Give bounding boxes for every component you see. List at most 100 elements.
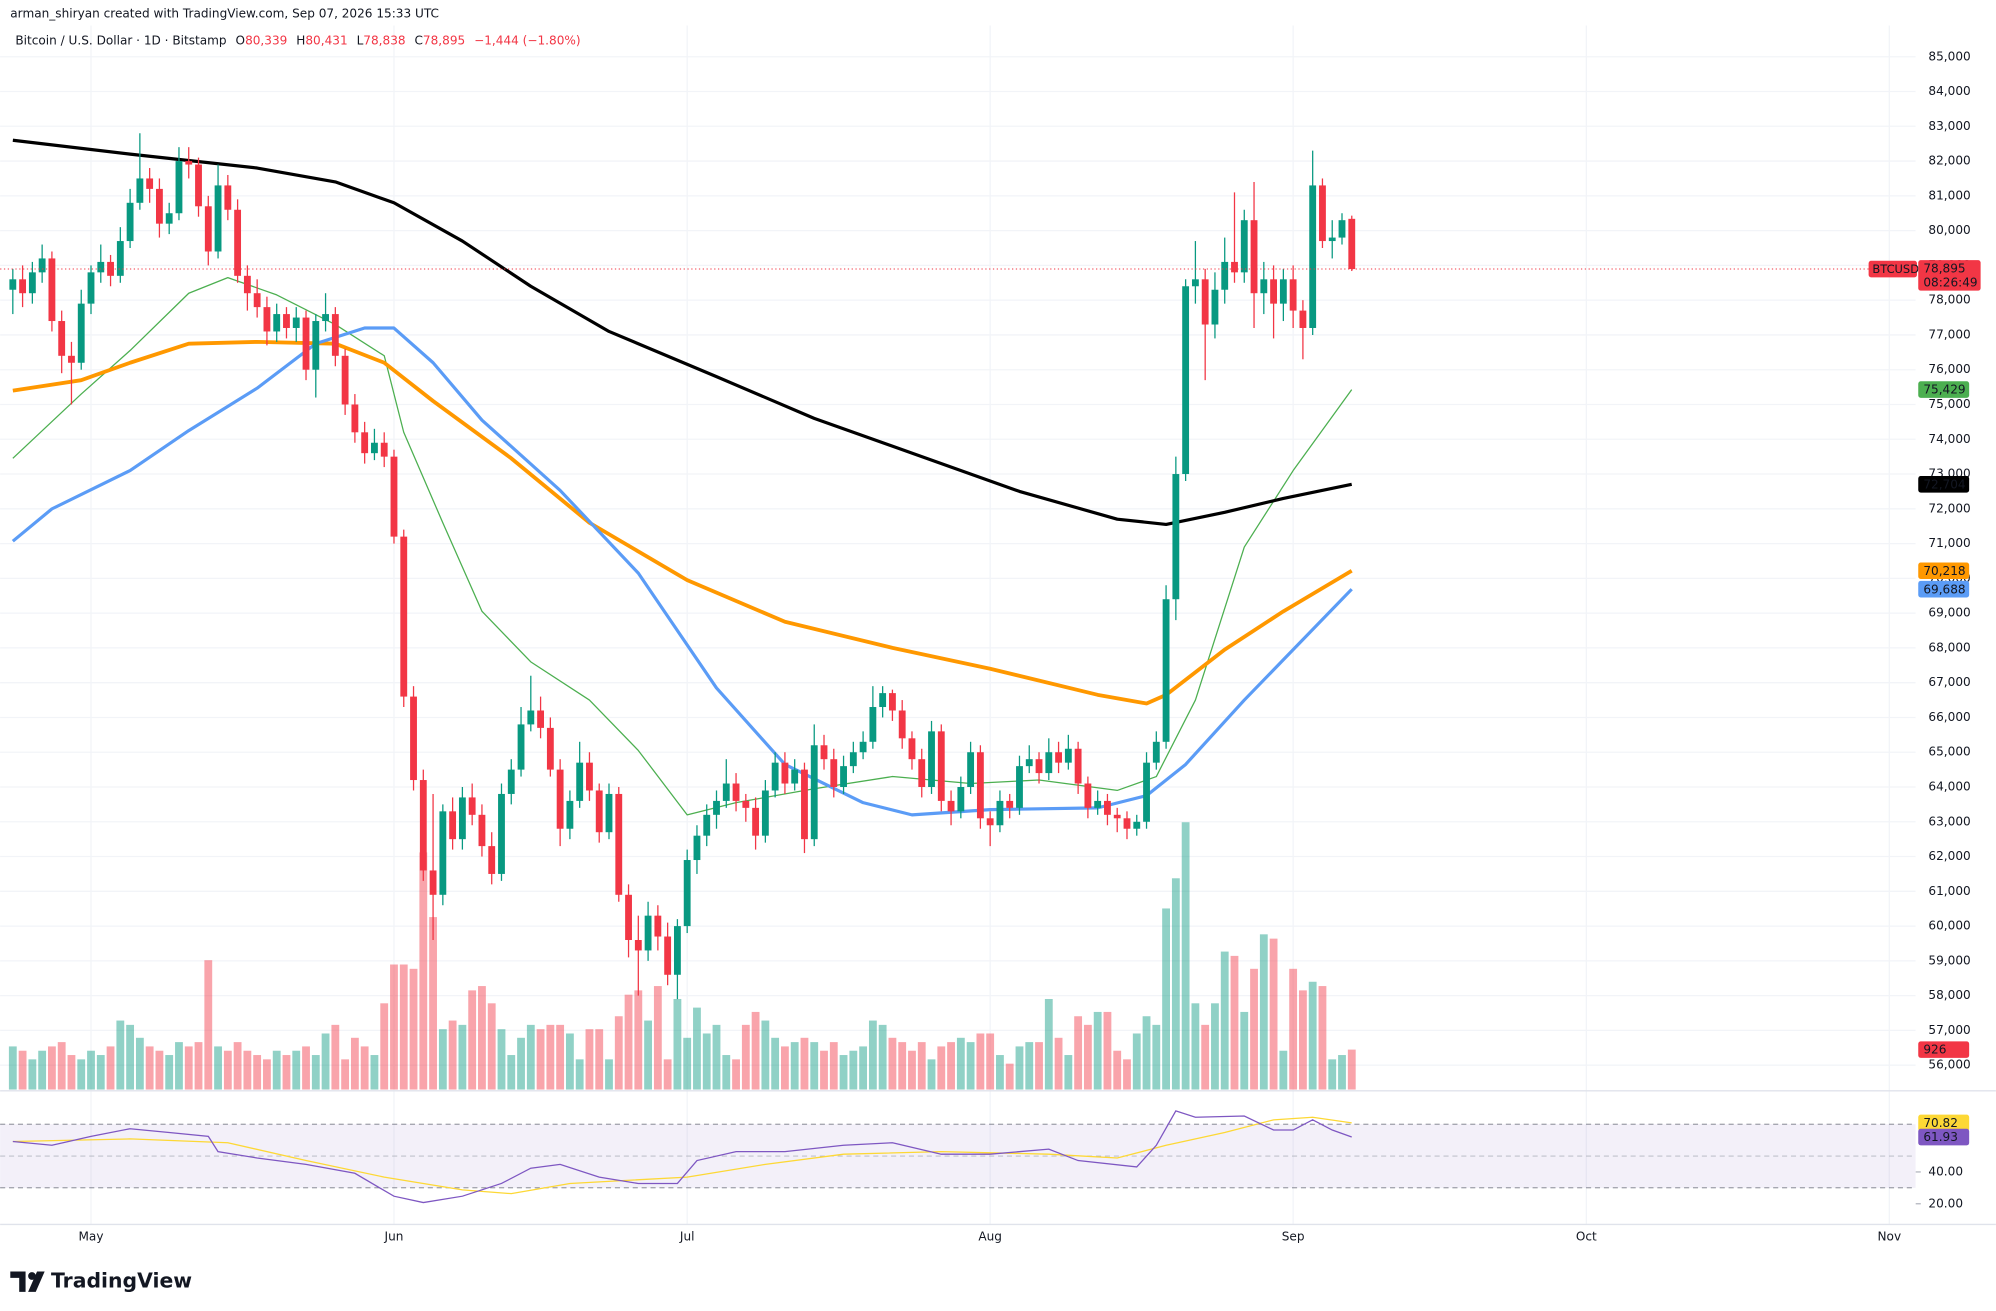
volume-bar bbox=[1259, 934, 1268, 1090]
symbol-tag: BTCUSD bbox=[1872, 262, 1919, 276]
volume-bar bbox=[878, 1024, 887, 1090]
volume-bar bbox=[8, 1046, 17, 1090]
volume-bar bbox=[155, 1050, 164, 1090]
volume-bar bbox=[1230, 955, 1239, 1090]
candle-body bbox=[234, 209, 242, 276]
volume-bar bbox=[937, 1046, 946, 1090]
volume-bar bbox=[409, 968, 418, 1090]
candle-body bbox=[165, 213, 173, 224]
x-tick-label: Jun bbox=[384, 1230, 404, 1244]
volume-bar bbox=[468, 990, 477, 1090]
volume-bar bbox=[1113, 1050, 1122, 1090]
change: −1,444 (−1.80%) bbox=[474, 33, 580, 47]
candle-body bbox=[204, 206, 212, 252]
candle-body bbox=[1250, 220, 1258, 294]
countdown: 08:26:49 bbox=[1923, 276, 1977, 290]
ohlc-key: H bbox=[296, 33, 305, 47]
volume-bar bbox=[1132, 1033, 1141, 1090]
volume-bar bbox=[810, 1042, 819, 1090]
ohlc-value: 80,431 bbox=[305, 33, 347, 47]
candle-body bbox=[879, 693, 887, 708]
volume-bar bbox=[585, 1029, 594, 1090]
rsi-layer bbox=[0, 1110, 1916, 1204]
candle-body bbox=[1172, 474, 1180, 600]
volume-bar bbox=[966, 1042, 975, 1090]
volume-bar bbox=[380, 1003, 389, 1090]
brand: TradingView bbox=[51, 1269, 192, 1293]
volume-bar bbox=[1318, 986, 1327, 1090]
volume-bar bbox=[790, 1042, 799, 1090]
volume-bar bbox=[605, 1059, 613, 1090]
x-tick-label: Jul bbox=[679, 1230, 695, 1244]
y-tick-label: 78,000 bbox=[1928, 293, 1970, 307]
candle-body bbox=[155, 188, 163, 224]
volume-bar bbox=[732, 1059, 740, 1090]
y-tick-label: 69,000 bbox=[1928, 606, 1970, 620]
candle-body bbox=[331, 314, 339, 356]
candle-body bbox=[566, 800, 574, 829]
candle-body bbox=[849, 752, 857, 767]
candle-body bbox=[937, 731, 945, 801]
candle-body bbox=[889, 693, 896, 711]
candle-body bbox=[48, 258, 56, 322]
y-tick-label: 72,000 bbox=[1928, 501, 1970, 515]
volume-bar bbox=[996, 1055, 1004, 1090]
candle-body bbox=[175, 161, 183, 214]
candle-body bbox=[625, 894, 632, 941]
ohlc-key: C bbox=[415, 33, 423, 47]
candle-body bbox=[283, 314, 290, 328]
rsi-tick-label: 20.00 bbox=[1928, 1196, 1963, 1210]
price-axis-bg bbox=[1915, 25, 1996, 1235]
candle-body bbox=[664, 936, 672, 975]
candle-body bbox=[498, 793, 505, 874]
volume-bar bbox=[87, 1050, 95, 1090]
volume-bar bbox=[1054, 1037, 1063, 1090]
volume-bar bbox=[800, 1037, 809, 1090]
ma-value-label: 69,688 bbox=[1923, 582, 1965, 596]
volume-bar bbox=[48, 1046, 56, 1090]
volume-bar bbox=[575, 1059, 584, 1090]
volume-bar bbox=[1142, 1016, 1151, 1090]
candle-body bbox=[527, 710, 535, 725]
candle-body bbox=[9, 279, 17, 290]
volume-bar bbox=[360, 1046, 369, 1090]
candle-body bbox=[634, 940, 642, 951]
candle-body bbox=[458, 797, 466, 840]
y-tick-label: 82,000 bbox=[1928, 154, 1970, 168]
candle-body bbox=[28, 272, 36, 294]
candle-body bbox=[380, 442, 388, 457]
candle-body bbox=[801, 769, 808, 840]
volume-bar bbox=[223, 1050, 232, 1090]
candle-body bbox=[918, 759, 926, 787]
volume-bar bbox=[517, 1037, 525, 1090]
candle-body bbox=[68, 355, 75, 363]
candle-body bbox=[361, 432, 369, 454]
y-tick-label: 75,000 bbox=[1928, 397, 1970, 411]
volume-bar bbox=[77, 1059, 86, 1090]
volume-bar bbox=[38, 1050, 47, 1090]
candle-body bbox=[273, 314, 281, 332]
volume-bar bbox=[898, 1042, 907, 1090]
candle-body bbox=[126, 202, 134, 242]
volume-bar bbox=[624, 994, 633, 1090]
candle-body bbox=[722, 783, 730, 801]
candle-body bbox=[1162, 599, 1170, 742]
volume-bar bbox=[693, 1007, 701, 1090]
candle-body bbox=[752, 807, 760, 836]
candle-body bbox=[19, 279, 27, 294]
candle-body bbox=[1064, 748, 1072, 763]
volume-bar bbox=[126, 1024, 135, 1090]
candle-body bbox=[488, 846, 496, 874]
candle-body bbox=[97, 261, 105, 273]
volume-bar bbox=[614, 1016, 623, 1090]
y-tick-label: 68,000 bbox=[1928, 640, 1970, 654]
volume-bar bbox=[253, 1055, 262, 1090]
grid bbox=[0, 25, 1916, 1225]
volume-bar bbox=[321, 1033, 330, 1090]
volume-bar bbox=[96, 1055, 105, 1090]
candle-body bbox=[429, 870, 437, 895]
volume-bar bbox=[546, 1024, 555, 1090]
volume-value-label-bg bbox=[1918, 1041, 1970, 1058]
candle-body bbox=[507, 769, 515, 794]
